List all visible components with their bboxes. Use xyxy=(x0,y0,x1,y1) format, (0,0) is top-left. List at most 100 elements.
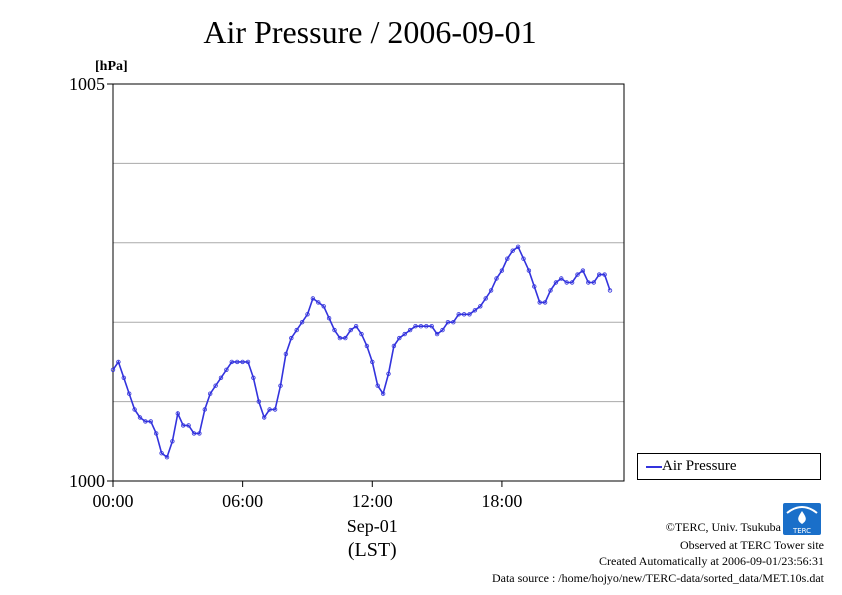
data-point xyxy=(461,312,467,317)
data-point xyxy=(575,272,580,277)
data-point xyxy=(175,411,180,416)
data-point xyxy=(126,391,132,396)
data-point xyxy=(353,324,359,329)
data-point xyxy=(370,359,375,365)
data-point xyxy=(289,335,294,341)
footer-source: Data source : /home/hojyo/new/TERC-data/… xyxy=(491,571,824,585)
x-tick-label: 18:00 xyxy=(481,491,522,511)
data-point xyxy=(413,324,418,329)
data-point xyxy=(434,331,440,337)
data-point xyxy=(553,280,559,285)
data-point xyxy=(478,304,483,309)
data-point xyxy=(191,431,197,436)
data-point xyxy=(580,268,586,273)
y-tick-label: 1000 xyxy=(69,471,105,491)
grid-lines xyxy=(113,162,624,403)
data-point xyxy=(532,284,537,289)
data-point xyxy=(472,308,478,313)
data-point xyxy=(548,288,553,293)
data-point xyxy=(110,367,116,372)
data-point xyxy=(294,327,299,333)
data-point xyxy=(591,280,596,285)
axis-ticks: 1000 1005 00:00 06:00 12:00 18:00 xyxy=(69,74,522,511)
data-point xyxy=(170,439,175,444)
data-point xyxy=(343,335,348,341)
x-tick-label: 00:00 xyxy=(92,491,133,511)
data-point xyxy=(602,272,607,277)
data-point xyxy=(121,375,126,380)
data-point xyxy=(456,312,461,317)
data-point xyxy=(180,423,186,428)
data-point xyxy=(445,320,451,325)
terc-logo-icon: TERC xyxy=(783,503,821,535)
y-axis-label: [hPa] xyxy=(95,59,128,74)
data-point xyxy=(440,327,445,333)
data-point xyxy=(483,296,488,301)
data-point xyxy=(499,268,505,273)
data-point xyxy=(256,399,261,404)
data-point xyxy=(542,300,548,305)
data-point xyxy=(337,335,343,341)
legend-swatch xyxy=(646,466,662,468)
data-point xyxy=(332,327,337,333)
data-point xyxy=(397,335,402,341)
legend: Air Pressure xyxy=(637,453,821,480)
data-point xyxy=(607,288,613,293)
x-axis-label-lst: (LST) xyxy=(348,539,397,561)
x-axis-label: Sep-01 xyxy=(347,516,398,536)
data-point xyxy=(505,256,510,261)
data-point xyxy=(391,343,397,349)
data-point xyxy=(467,312,472,317)
data-point xyxy=(132,407,137,412)
data-point xyxy=(278,383,283,388)
data-point xyxy=(424,324,429,329)
data-point xyxy=(229,359,234,365)
data-point xyxy=(407,327,413,333)
data-point xyxy=(218,375,224,380)
data-point xyxy=(240,359,245,365)
data-point xyxy=(148,419,153,424)
data-point xyxy=(488,288,494,293)
data-point xyxy=(451,320,456,325)
data-point xyxy=(321,304,326,309)
data-point xyxy=(305,312,310,317)
data-point xyxy=(159,451,164,456)
data-point xyxy=(251,375,256,380)
data-point xyxy=(559,276,564,281)
data-point xyxy=(310,296,316,301)
data-point xyxy=(418,324,424,329)
data-point xyxy=(197,431,202,436)
footer-site: Observed at TERC Tower site xyxy=(679,538,824,552)
data-point xyxy=(299,320,305,325)
data-point xyxy=(586,280,591,285)
x-tick-label: 06:00 xyxy=(222,491,263,511)
data-point xyxy=(245,359,251,365)
data-point xyxy=(597,272,602,277)
data-point xyxy=(262,415,267,420)
data-point xyxy=(386,371,391,376)
data-point xyxy=(137,415,143,420)
data-point xyxy=(348,327,353,333)
data-point xyxy=(207,391,213,396)
data-point xyxy=(375,383,380,388)
footer-created: Created Automatically at 2006-09-01/23:5… xyxy=(599,554,824,568)
data-point xyxy=(494,276,499,281)
data-point xyxy=(272,407,278,412)
data-point xyxy=(359,331,364,337)
svg-text:TERC: TERC xyxy=(792,527,811,535)
data-point xyxy=(153,431,159,436)
data-point xyxy=(316,300,321,305)
data-point xyxy=(143,419,148,424)
data-point xyxy=(164,455,170,460)
data-point xyxy=(283,351,289,357)
legend-label: Air Pressure xyxy=(662,458,737,474)
data-point xyxy=(429,324,434,329)
data-point xyxy=(380,391,386,396)
data-point xyxy=(213,383,218,388)
series-layer xyxy=(110,244,613,460)
data-point xyxy=(526,268,532,273)
data-point xyxy=(234,359,240,365)
y-tick-label: 1005 xyxy=(69,74,105,94)
data-point xyxy=(537,300,542,305)
